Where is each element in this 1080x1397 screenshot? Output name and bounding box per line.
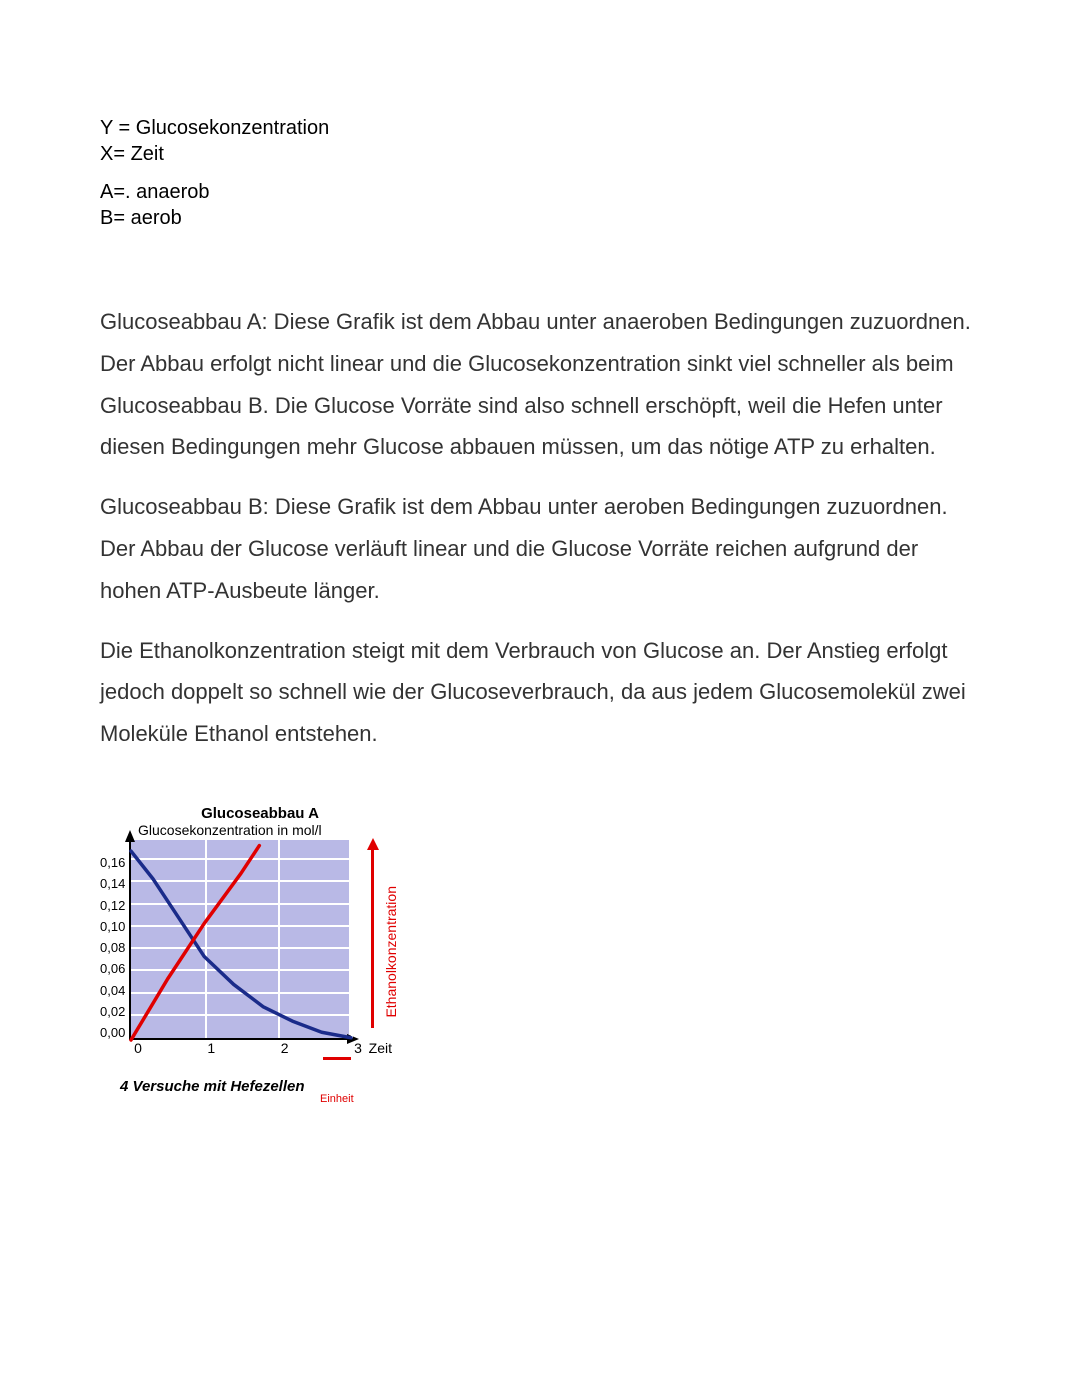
chart-title: Glucoseabbau A bbox=[100, 805, 420, 822]
ethanol-axis-arrow-head-icon bbox=[367, 838, 379, 850]
legend-a: A=. anaerob bbox=[100, 179, 980, 205]
paragraph-1: Glucoseabbau A: Diese Grafik ist dem Abb… bbox=[100, 301, 980, 468]
legend-block-2: A=. anaerob B= aerob bbox=[100, 179, 980, 231]
y-axis-ticks: 0,160,140,120,100,080,060,040,020,00 bbox=[100, 840, 129, 1040]
chart-container: Glucoseabbau A Glucosekonzentration in m… bbox=[100, 805, 420, 1105]
legend-b: B= aerob bbox=[100, 205, 980, 231]
ethanol-axis-label: Ethanolkonzentration bbox=[383, 886, 399, 1018]
paragraph-3: Die Ethanolkonzentration steigt mit dem … bbox=[100, 630, 980, 755]
legend-y: Y = Glucosekonzentration bbox=[100, 115, 980, 141]
x-axis-label: Zeit bbox=[369, 1040, 392, 1056]
einheit-label: Einheit bbox=[320, 1093, 420, 1105]
legend-x: X= Zeit bbox=[100, 141, 980, 167]
ethanol-axis-arrow bbox=[371, 848, 374, 1028]
chart-ylabel: Glucosekonzentration in mol/l bbox=[138, 822, 420, 838]
chart-plot-area: Ethanolkonzentration bbox=[129, 840, 349, 1040]
x-axis-ticks: Zeit 0123 bbox=[138, 1040, 358, 1058]
chart-lines bbox=[131, 840, 351, 1040]
paragraph-2: Glucoseabbau B: Diese Grafik ist dem Abb… bbox=[100, 486, 980, 611]
legend-block-1: Y = Glucosekonzentration X= Zeit bbox=[100, 115, 980, 167]
